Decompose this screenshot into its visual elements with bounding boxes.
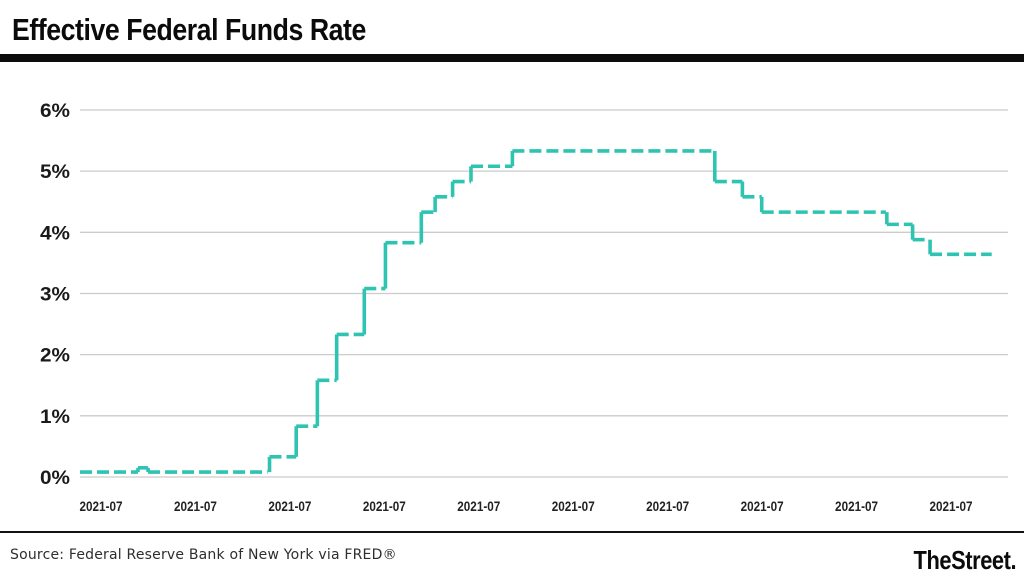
footer-divider-line xyxy=(0,531,1024,533)
x-tick-label: 2021-07 xyxy=(174,499,217,514)
x-tick-label: 2021-07 xyxy=(646,499,689,514)
y-tick-label: 0% xyxy=(40,468,70,489)
x-tick-label: 2021-07 xyxy=(930,499,973,514)
source-attribution: Source: Federal Reserve Bank of New York… xyxy=(10,547,397,563)
y-tick-label: 1% xyxy=(40,407,70,428)
thestreet-logo: TheStreet. xyxy=(913,545,1016,575)
y-tick-label: 5% xyxy=(40,162,70,183)
x-tick-label: 2021-07 xyxy=(457,499,500,514)
x-tick-label: 2021-07 xyxy=(268,499,311,514)
chart-title: Effective Federal Funds Rate xyxy=(12,12,366,47)
y-tick-label: 2% xyxy=(40,346,70,367)
x-tick-label: 2021-07 xyxy=(552,499,595,514)
x-tick-label: 2021-07 xyxy=(363,499,406,514)
y-tick-label: 6% xyxy=(40,101,70,122)
y-tick-label: 4% xyxy=(40,223,70,244)
x-tick-label: 2021-07 xyxy=(80,499,123,514)
y-tick-label: 3% xyxy=(40,284,70,305)
x-tick-label: 2021-07 xyxy=(741,499,784,514)
x-tick-label: 2021-07 xyxy=(835,499,878,514)
title-divider-bar xyxy=(0,54,1024,62)
